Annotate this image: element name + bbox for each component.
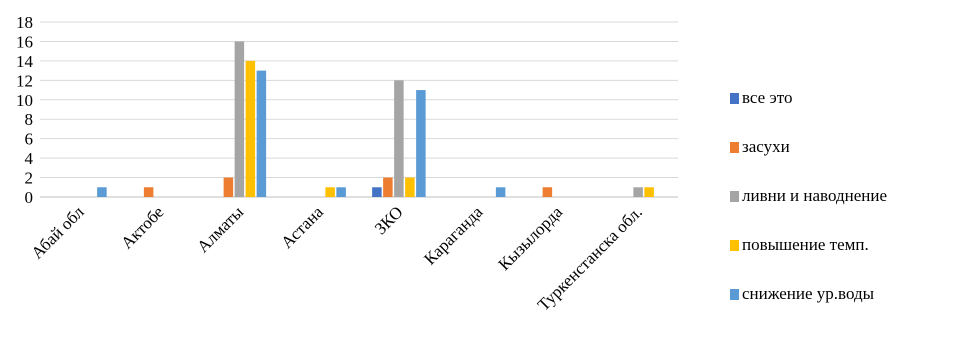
bars (97, 41, 654, 198)
x-category-label: Кызылорда (495, 202, 567, 274)
bar (542, 187, 553, 197)
bar (245, 60, 256, 198)
bar (97, 187, 107, 197)
y-tick-label: 16 (16, 32, 33, 51)
y-tick-label: 14 (16, 52, 34, 71)
legend-item: ливни и наводнение (730, 186, 953, 206)
bar (633, 187, 643, 197)
legend-swatch (730, 92, 739, 104)
y-tick-label: 12 (16, 71, 33, 90)
legend-label: снижение ур.воды (742, 284, 875, 303)
x-category-label: Абай обл (27, 202, 88, 263)
bar (394, 80, 404, 197)
x-category-label: Астана (277, 202, 327, 252)
legend-swatch (730, 190, 739, 202)
x-category-label: Актобе (117, 202, 167, 252)
legend-item: снижение ур.воды (730, 284, 953, 304)
bar (234, 41, 245, 197)
y-tick-label: 4 (25, 149, 34, 168)
bar (256, 70, 267, 197)
x-category-label: Караганда (420, 202, 486, 268)
y-tick-label: 6 (25, 130, 34, 149)
bar (223, 177, 234, 197)
legend-swatch (730, 239, 739, 251)
legend-label: засухи (742, 137, 790, 156)
bar (325, 187, 335, 197)
bar (336, 187, 346, 197)
legend-label: все это (742, 88, 793, 107)
x-category-label: ЗКО (371, 202, 407, 238)
y-tick-label: 2 (25, 169, 34, 188)
y-tick-label: 18 (16, 13, 33, 32)
legend-swatch (730, 141, 739, 153)
legend-item: засухи (730, 137, 953, 157)
legend-label: повышение темп. (742, 235, 869, 254)
legend-swatch (730, 288, 739, 300)
bar (416, 90, 426, 197)
y-tick-label: 8 (25, 110, 34, 129)
bar (644, 187, 654, 197)
gridlines (40, 21, 678, 198)
bar (495, 187, 506, 197)
bar (372, 187, 382, 197)
legend-item: все это (730, 88, 953, 108)
y-tick-label: 10 (16, 91, 33, 110)
y-tick-label: 0 (25, 188, 34, 207)
bar (405, 177, 415, 197)
legend-item: повышение темп. (730, 235, 953, 255)
bar (143, 187, 154, 197)
x-category-label: Алматы (193, 202, 247, 256)
legend-label: ливни и наводнение (742, 186, 887, 205)
legend: все это засухи ливни и наводнение повыше… (730, 88, 953, 333)
x-axis-labels: Абай обл Актобе Алматы Астана ЗКО Караганда Кы… (27, 202, 645, 315)
bar (383, 177, 393, 197)
